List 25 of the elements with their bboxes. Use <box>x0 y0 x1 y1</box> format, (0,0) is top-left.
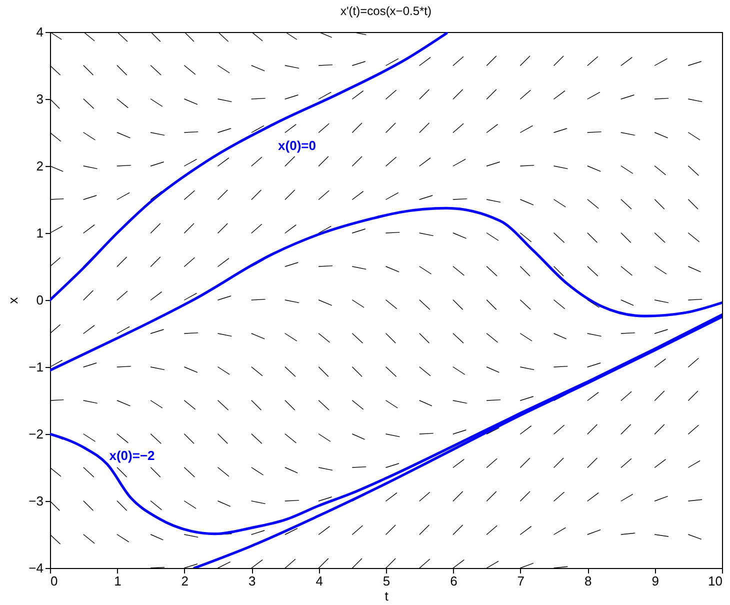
y-tick-label: −2 <box>28 426 44 442</box>
annotation: x(0)=0 <box>278 138 316 153</box>
y-tick-label: 3 <box>36 92 44 106</box>
annotation: x(0)=−2 <box>109 448 155 463</box>
x-tick-label: 1 <box>114 574 122 588</box>
y-tick-label: 4 <box>36 24 44 40</box>
y-tick-label: −1 <box>28 360 44 374</box>
x-tick-label: 0 <box>50 574 58 588</box>
x-tick-label: 4 <box>316 574 323 588</box>
y-tick-label: 1 <box>36 226 44 240</box>
x-tick-label: 2 <box>181 574 189 588</box>
y-tick-label: 0 <box>36 292 44 308</box>
y-tick-label: −3 <box>28 494 44 508</box>
x-tick-label: 5 <box>382 574 390 588</box>
x-tick-label: 8 <box>584 574 592 588</box>
x-tick-label: 9 <box>652 574 659 588</box>
x-tick-label: 6 <box>450 574 458 588</box>
chart-title: x'(t)=cos(x−0.5*t) <box>340 4 432 18</box>
y-tick-label: −4 <box>28 560 44 576</box>
y-tick-label: 2 <box>36 158 44 174</box>
x-tick-label: 7 <box>517 574 525 588</box>
x-tick-label: 3 <box>248 574 256 588</box>
x-tick-label: 10 <box>708 574 722 588</box>
x-axis-title: t <box>384 588 389 604</box>
y-axis-title: x <box>6 296 21 304</box>
